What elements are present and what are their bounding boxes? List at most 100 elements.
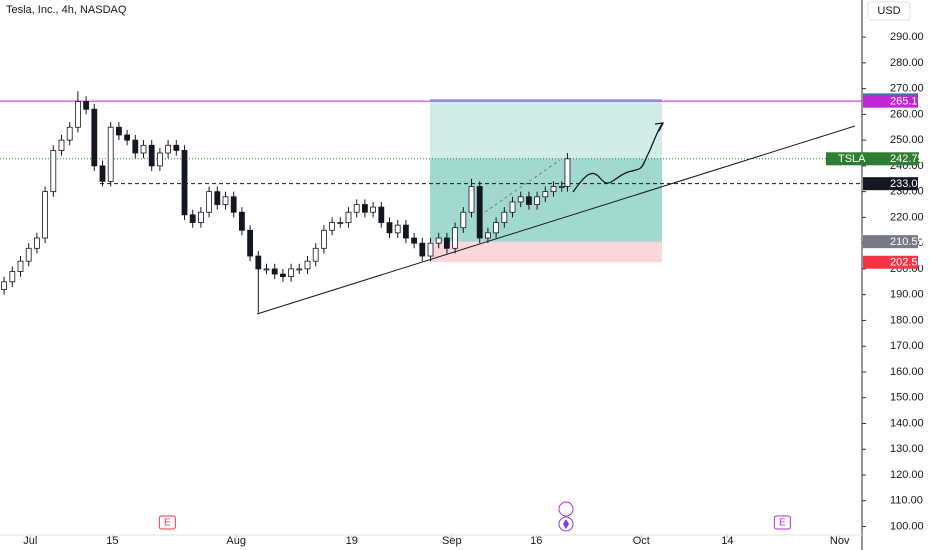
candle-body	[66, 126, 73, 141]
candle-body	[42, 191, 49, 239]
candle-body	[329, 222, 336, 231]
candle-body	[427, 242, 434, 257]
candle-body	[99, 165, 106, 182]
x-tick-label: 15	[106, 535, 118, 547]
projection-arrow	[572, 123, 663, 193]
candle-body	[312, 247, 319, 262]
candle-body	[534, 196, 541, 205]
candle-body	[222, 196, 229, 205]
candle-body	[509, 201, 516, 213]
earnings-label: E	[164, 518, 171, 529]
y-tick-label: 190.00	[890, 289, 924, 301]
candle-body	[304, 260, 311, 270]
y-tick-label: 100.00	[890, 520, 924, 532]
trend-line	[256, 125, 856, 315]
x-tick-label: 19	[346, 535, 358, 547]
candle-body	[50, 150, 57, 193]
candle-body	[58, 139, 65, 151]
candle-body	[148, 144, 155, 167]
y-tick-label: 150.00	[890, 392, 924, 404]
currency[interactable]: USD	[877, 5, 900, 17]
candle-body	[1, 281, 8, 290]
candle-body	[157, 152, 163, 167]
x-tick-label: 16	[530, 535, 542, 547]
candle-body	[353, 204, 360, 213]
symbol-tag	[826, 152, 919, 166]
candle-body	[550, 186, 557, 193]
candle-body	[263, 268, 270, 271]
y-tick-label: 110.00	[890, 495, 923, 507]
candle-body	[394, 224, 401, 234]
candle-body	[206, 191, 213, 213]
candle-body	[468, 186, 475, 213]
candle-body	[91, 108, 98, 167]
candle-body	[444, 237, 450, 249]
chart-title: Tesla, Inc., 4h, NASDAQ	[6, 4, 127, 16]
candle-body	[476, 186, 483, 239]
candle-body	[362, 204, 368, 213]
y-tick-label: 140.00	[890, 417, 924, 429]
price-tag-label: 233.09	[890, 178, 924, 190]
candle-body	[247, 229, 254, 257]
earnings-marker	[773, 515, 791, 530]
y-tick-label: 290.00	[890, 31, 924, 43]
candle-body	[526, 196, 532, 205]
candle-body	[75, 101, 81, 128]
candle-body	[558, 186, 565, 188]
candle-body	[132, 139, 139, 154]
candle-body	[214, 191, 221, 205]
arrow-head	[654, 122, 665, 132]
candle-body	[542, 191, 549, 198]
symbol-name: TSLA	[838, 153, 866, 165]
y-tick-label: 220.00	[890, 211, 924, 223]
candle-body	[198, 211, 204, 223]
price-tag-label: 202.59	[890, 257, 924, 269]
price-tag-label: 265.13	[890, 96, 924, 108]
candle-body	[83, 101, 90, 110]
y-tick-label: 280.00	[890, 57, 924, 69]
candle-body	[165, 144, 172, 154]
candle-body	[419, 242, 426, 257]
target-zone	[430, 99, 662, 159]
price-tag	[863, 94, 918, 108]
candle-body	[435, 237, 442, 244]
y-tick-label: 160.00	[890, 366, 924, 378]
candle-body	[296, 268, 303, 271]
candle-body	[378, 206, 385, 223]
x-tick-label: Oct	[633, 535, 650, 547]
split-icon-glyph	[563, 519, 569, 529]
last-price-label: 242.75	[890, 153, 924, 165]
price-tag	[863, 177, 918, 191]
candle-body	[288, 268, 295, 278]
y-tick-label: 260.00	[890, 108, 924, 120]
candle-body	[403, 224, 409, 239]
candle-body	[271, 268, 278, 275]
x-tick-label: Nov	[830, 535, 850, 547]
candle-body	[485, 232, 491, 239]
currency-button[interactable]	[867, 1, 911, 21]
candle-body	[255, 255, 262, 270]
x-tick-label: Aug	[226, 535, 246, 547]
y-tick-label: 180.00	[890, 314, 924, 326]
earnings-marker	[158, 515, 176, 530]
candle-body	[189, 214, 196, 223]
candle-body	[181, 150, 188, 216]
price-tag	[863, 255, 918, 269]
candle-body	[124, 134, 131, 141]
price-tag	[863, 235, 918, 249]
dividend-icon[interactable]	[558, 501, 574, 517]
x-tick-label: Jul	[23, 535, 37, 547]
x-tick-label: Sep	[442, 535, 462, 547]
candle-body	[370, 206, 377, 213]
stop-zone	[430, 241, 662, 263]
price-tag-label: 210.59	[890, 236, 924, 248]
profit-zone	[430, 158, 662, 242]
candle-body	[34, 237, 40, 249]
candle-body	[9, 271, 16, 283]
candle-body	[386, 222, 393, 234]
earnings-label: E	[779, 518, 786, 529]
y-tick-label: 130.00	[890, 443, 924, 455]
candle-body	[230, 196, 237, 213]
